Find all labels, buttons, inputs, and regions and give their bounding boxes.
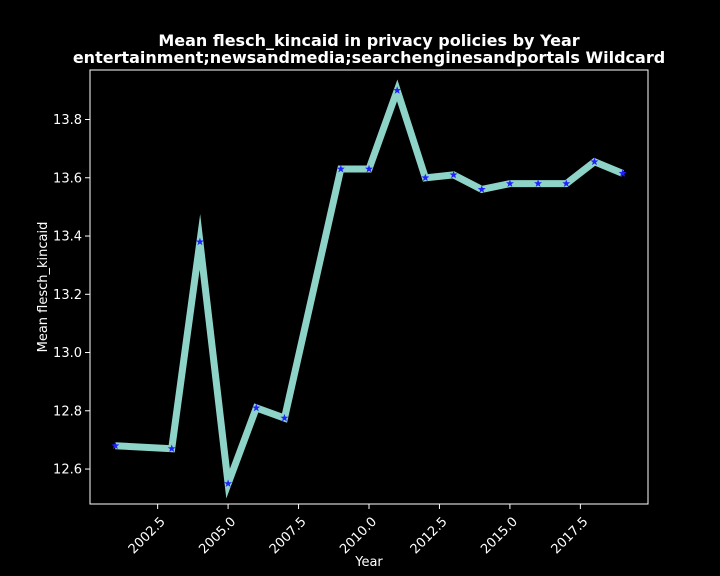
y-axis-label: Mean flesch_kincaid <box>36 222 51 353</box>
x-tick-label: 2005.0 <box>196 514 239 557</box>
data-point <box>421 173 430 182</box>
x-axis-label: Year <box>354 555 383 570</box>
data-point <box>252 403 261 412</box>
y-tick-label: 13.2 <box>53 288 82 303</box>
data-point <box>365 164 373 173</box>
data-point <box>195 237 204 246</box>
y-tick-label: 13.6 <box>53 171 82 186</box>
x-tick-label: 2007.5 <box>267 514 310 557</box>
x-tick-label: 2002.5 <box>126 514 169 557</box>
chart-title: Mean flesch_kincaid in privacy policies … <box>158 31 579 50</box>
data-point <box>590 157 599 166</box>
data-point <box>111 441 120 450</box>
data-point <box>449 170 458 179</box>
y-axis: 12.6 12.8 13.0 13.2 13.4 13.6 13.8 <box>53 113 90 478</box>
data-point <box>224 479 233 488</box>
x-tick-label: 2015.0 <box>478 514 521 557</box>
data-point <box>562 179 571 187</box>
x-tick-label: 2012.5 <box>408 514 451 557</box>
data-point <box>505 179 514 187</box>
x-tick-label: 2017.5 <box>549 514 592 557</box>
data-point <box>167 444 176 453</box>
x-axis: 2002.5 2005.0 2007.5 2010.0 2012.5 2015.0 2017… <box>126 504 592 557</box>
y-tick-label: 13.4 <box>53 230 82 245</box>
y-tick-label: 12.6 <box>53 463 82 478</box>
x-tick-label: 2010.0 <box>337 514 380 557</box>
data-point <box>618 169 627 177</box>
y-tick-label: 12.8 <box>53 404 82 419</box>
chart-subtitle: entertainment;newsandmedia;searchengines… <box>73 48 665 67</box>
series-line <box>115 79 624 499</box>
data-point <box>280 413 289 422</box>
data-point <box>534 179 543 187</box>
data-point <box>393 86 402 94</box>
data-point <box>336 164 345 173</box>
y-tick-label: 13.0 <box>53 346 82 361</box>
series-layer <box>111 79 627 499</box>
y-tick-label: 13.8 <box>53 113 82 128</box>
data-point <box>477 185 486 193</box>
